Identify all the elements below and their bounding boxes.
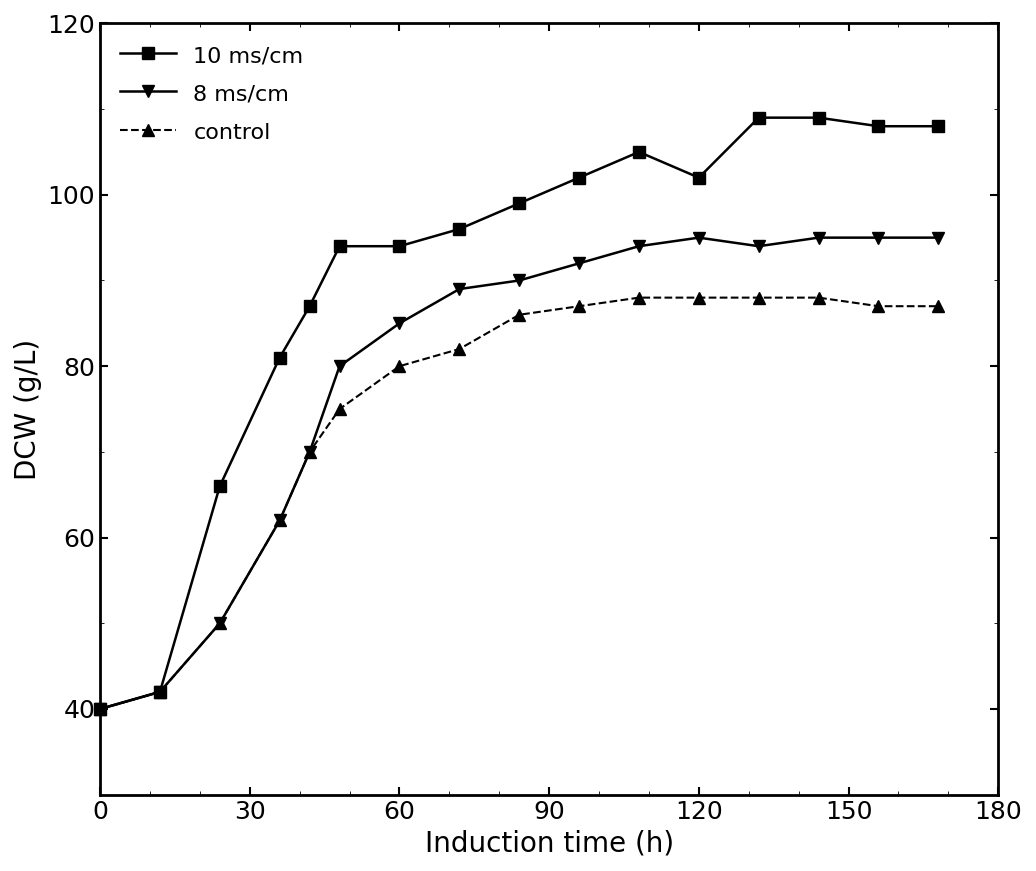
8 ms/cm — [394, 318, 406, 328]
8 ms/cm — [213, 618, 226, 629]
control — [752, 293, 765, 303]
10 ms/cm — [453, 224, 465, 234]
control — [513, 309, 525, 320]
10 ms/cm — [812, 112, 825, 123]
8 ms/cm — [812, 233, 825, 243]
10 ms/cm — [573, 172, 585, 183]
10 ms/cm — [394, 241, 406, 252]
control — [633, 293, 645, 303]
8 ms/cm — [633, 241, 645, 252]
10 ms/cm — [153, 686, 166, 697]
8 ms/cm — [872, 233, 885, 243]
10 ms/cm — [752, 112, 765, 123]
10 ms/cm — [693, 172, 706, 183]
Line: control: control — [94, 292, 945, 715]
Line: 10 ms/cm: 10 ms/cm — [94, 112, 944, 714]
10 ms/cm — [274, 353, 286, 363]
8 ms/cm — [334, 361, 346, 371]
8 ms/cm — [752, 241, 765, 252]
control — [153, 686, 166, 697]
10 ms/cm — [513, 198, 525, 208]
Line: 8 ms/cm: 8 ms/cm — [94, 232, 945, 715]
8 ms/cm — [513, 275, 525, 286]
control — [812, 293, 825, 303]
control — [274, 516, 286, 526]
control — [304, 447, 316, 457]
8 ms/cm — [453, 284, 465, 294]
8 ms/cm — [573, 258, 585, 268]
8 ms/cm — [153, 686, 166, 697]
8 ms/cm — [932, 233, 945, 243]
control — [453, 344, 465, 354]
8 ms/cm — [693, 233, 706, 243]
Legend: 10 ms/cm, 8 ms/cm, control: 10 ms/cm, 8 ms/cm, control — [111, 35, 313, 152]
10 ms/cm — [304, 301, 316, 312]
Y-axis label: DCW (g/L): DCW (g/L) — [13, 339, 41, 480]
10 ms/cm — [633, 146, 645, 157]
control — [94, 704, 107, 714]
control — [394, 361, 406, 371]
control — [213, 618, 226, 629]
control — [693, 293, 706, 303]
control — [334, 404, 346, 415]
control — [932, 301, 945, 312]
control — [573, 301, 585, 312]
10 ms/cm — [932, 121, 945, 132]
10 ms/cm — [213, 481, 226, 491]
10 ms/cm — [872, 121, 885, 132]
control — [872, 301, 885, 312]
8 ms/cm — [304, 447, 316, 457]
8 ms/cm — [274, 516, 286, 526]
8 ms/cm — [94, 704, 107, 714]
10 ms/cm — [94, 704, 107, 714]
X-axis label: Induction time (h): Induction time (h) — [425, 829, 673, 857]
10 ms/cm — [334, 241, 346, 252]
